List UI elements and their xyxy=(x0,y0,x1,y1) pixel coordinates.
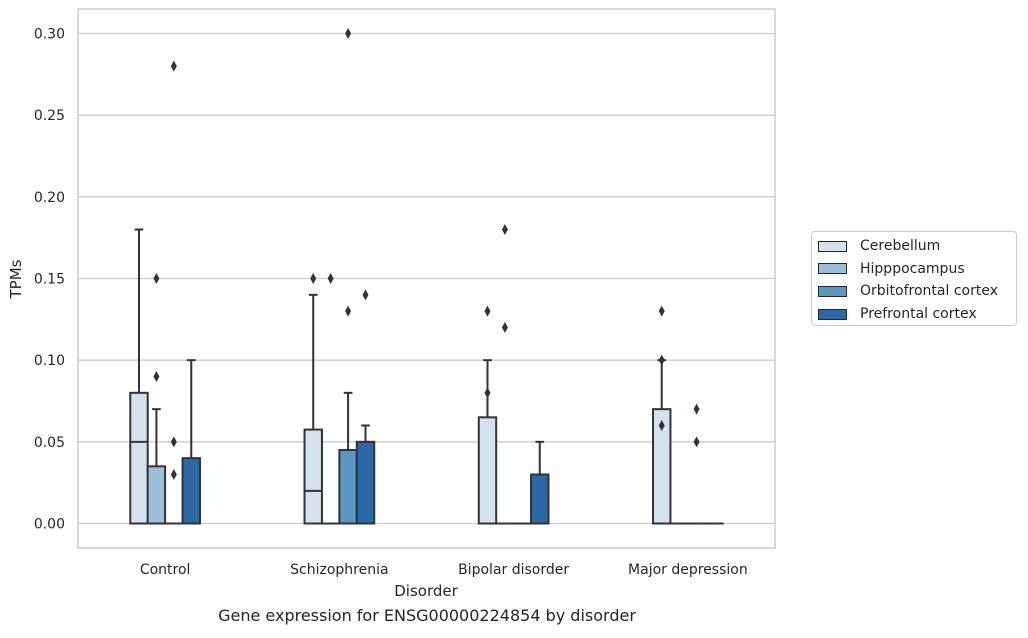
outlier-point xyxy=(659,306,665,317)
outlier-point xyxy=(153,273,159,284)
x-tick-label: Bipolar disorder xyxy=(458,562,569,578)
y-tick-label: 0.30 xyxy=(34,27,65,43)
x-axis-label: Disorder xyxy=(394,582,458,600)
outlier-point xyxy=(363,289,369,300)
outlier-point xyxy=(694,404,700,415)
box-rect xyxy=(183,458,200,523)
legend-swatch xyxy=(818,309,847,320)
box-rect xyxy=(130,393,147,524)
legend-label: Hipppocampus xyxy=(860,262,965,276)
y-tick-label: 0.20 xyxy=(34,190,65,206)
outlier-point xyxy=(171,436,177,447)
y-tick-label: 0.00 xyxy=(34,517,65,533)
outlier-point xyxy=(345,306,351,317)
legend-item: Cerebellum xyxy=(818,235,1016,258)
x-tick-label: Control xyxy=(140,562,191,578)
y-tick-labels: 0.00 0.05 0.10 0.15 0.20 0.25 0.30 xyxy=(34,27,65,533)
outlier-point xyxy=(328,273,334,284)
y-tick-label: 0.15 xyxy=(34,272,65,288)
legend-label: Orbitofrontal cortex xyxy=(860,284,998,298)
outlier-point xyxy=(153,371,159,382)
outlier-point xyxy=(484,306,490,317)
legend-swatch xyxy=(818,263,847,274)
box-prefrontal-cortex xyxy=(357,426,374,524)
box-rect xyxy=(479,417,496,523)
y-tick-label: 0.10 xyxy=(34,353,65,369)
legend-label: Cerebellum xyxy=(860,239,940,253)
outlier-point xyxy=(171,469,177,480)
outlier-point xyxy=(345,28,351,39)
boxes xyxy=(130,230,722,524)
legend-swatch xyxy=(818,286,847,297)
outlier-point xyxy=(694,436,700,447)
outlier-point xyxy=(171,61,177,72)
box-rect xyxy=(339,450,356,524)
outlier-point xyxy=(502,322,508,333)
legend-item: Hipppocampus xyxy=(818,258,1016,281)
box-rect xyxy=(357,442,374,524)
x-tick-labels: Control Schizophrenia Bipolar disorder Majo… xyxy=(140,562,748,578)
chart-caption: Gene expression for ENSG00000224854 by d… xyxy=(0,606,854,625)
y-tick-label: 0.25 xyxy=(34,108,65,124)
box-rect xyxy=(531,475,548,524)
legend: Cerebellum Hipppocampus Orbitofrontal cort… xyxy=(811,231,1017,326)
y-tick-label: 0.05 xyxy=(34,435,65,451)
y-axis-label: TPMs xyxy=(7,259,25,299)
box-cerebellum xyxy=(653,360,670,523)
legend-item: Orbitofrontal cortex xyxy=(818,280,1016,303)
box-rect xyxy=(305,430,322,524)
box-cerebellum xyxy=(130,230,147,524)
box-rect xyxy=(148,466,165,523)
x-tick-label: Schizophrenia xyxy=(290,562,388,578)
outlier-point xyxy=(659,355,665,366)
box-orbitofrontal-cortex xyxy=(339,393,356,524)
box-hipppocampus xyxy=(148,409,165,523)
outlier-point xyxy=(484,387,490,398)
outlier-point xyxy=(502,224,508,235)
x-tick-label: Major depression xyxy=(628,562,748,578)
legend-label: Prefrontal cortex xyxy=(860,307,977,321)
box-cerebellum xyxy=(305,295,322,524)
box-cerebellum xyxy=(479,360,496,523)
legend-swatch xyxy=(818,241,847,252)
legend-item: Prefrontal cortex xyxy=(818,303,1016,326)
outlier-point xyxy=(310,273,316,284)
fliers xyxy=(153,28,699,480)
box-prefrontal-cortex xyxy=(531,442,548,524)
